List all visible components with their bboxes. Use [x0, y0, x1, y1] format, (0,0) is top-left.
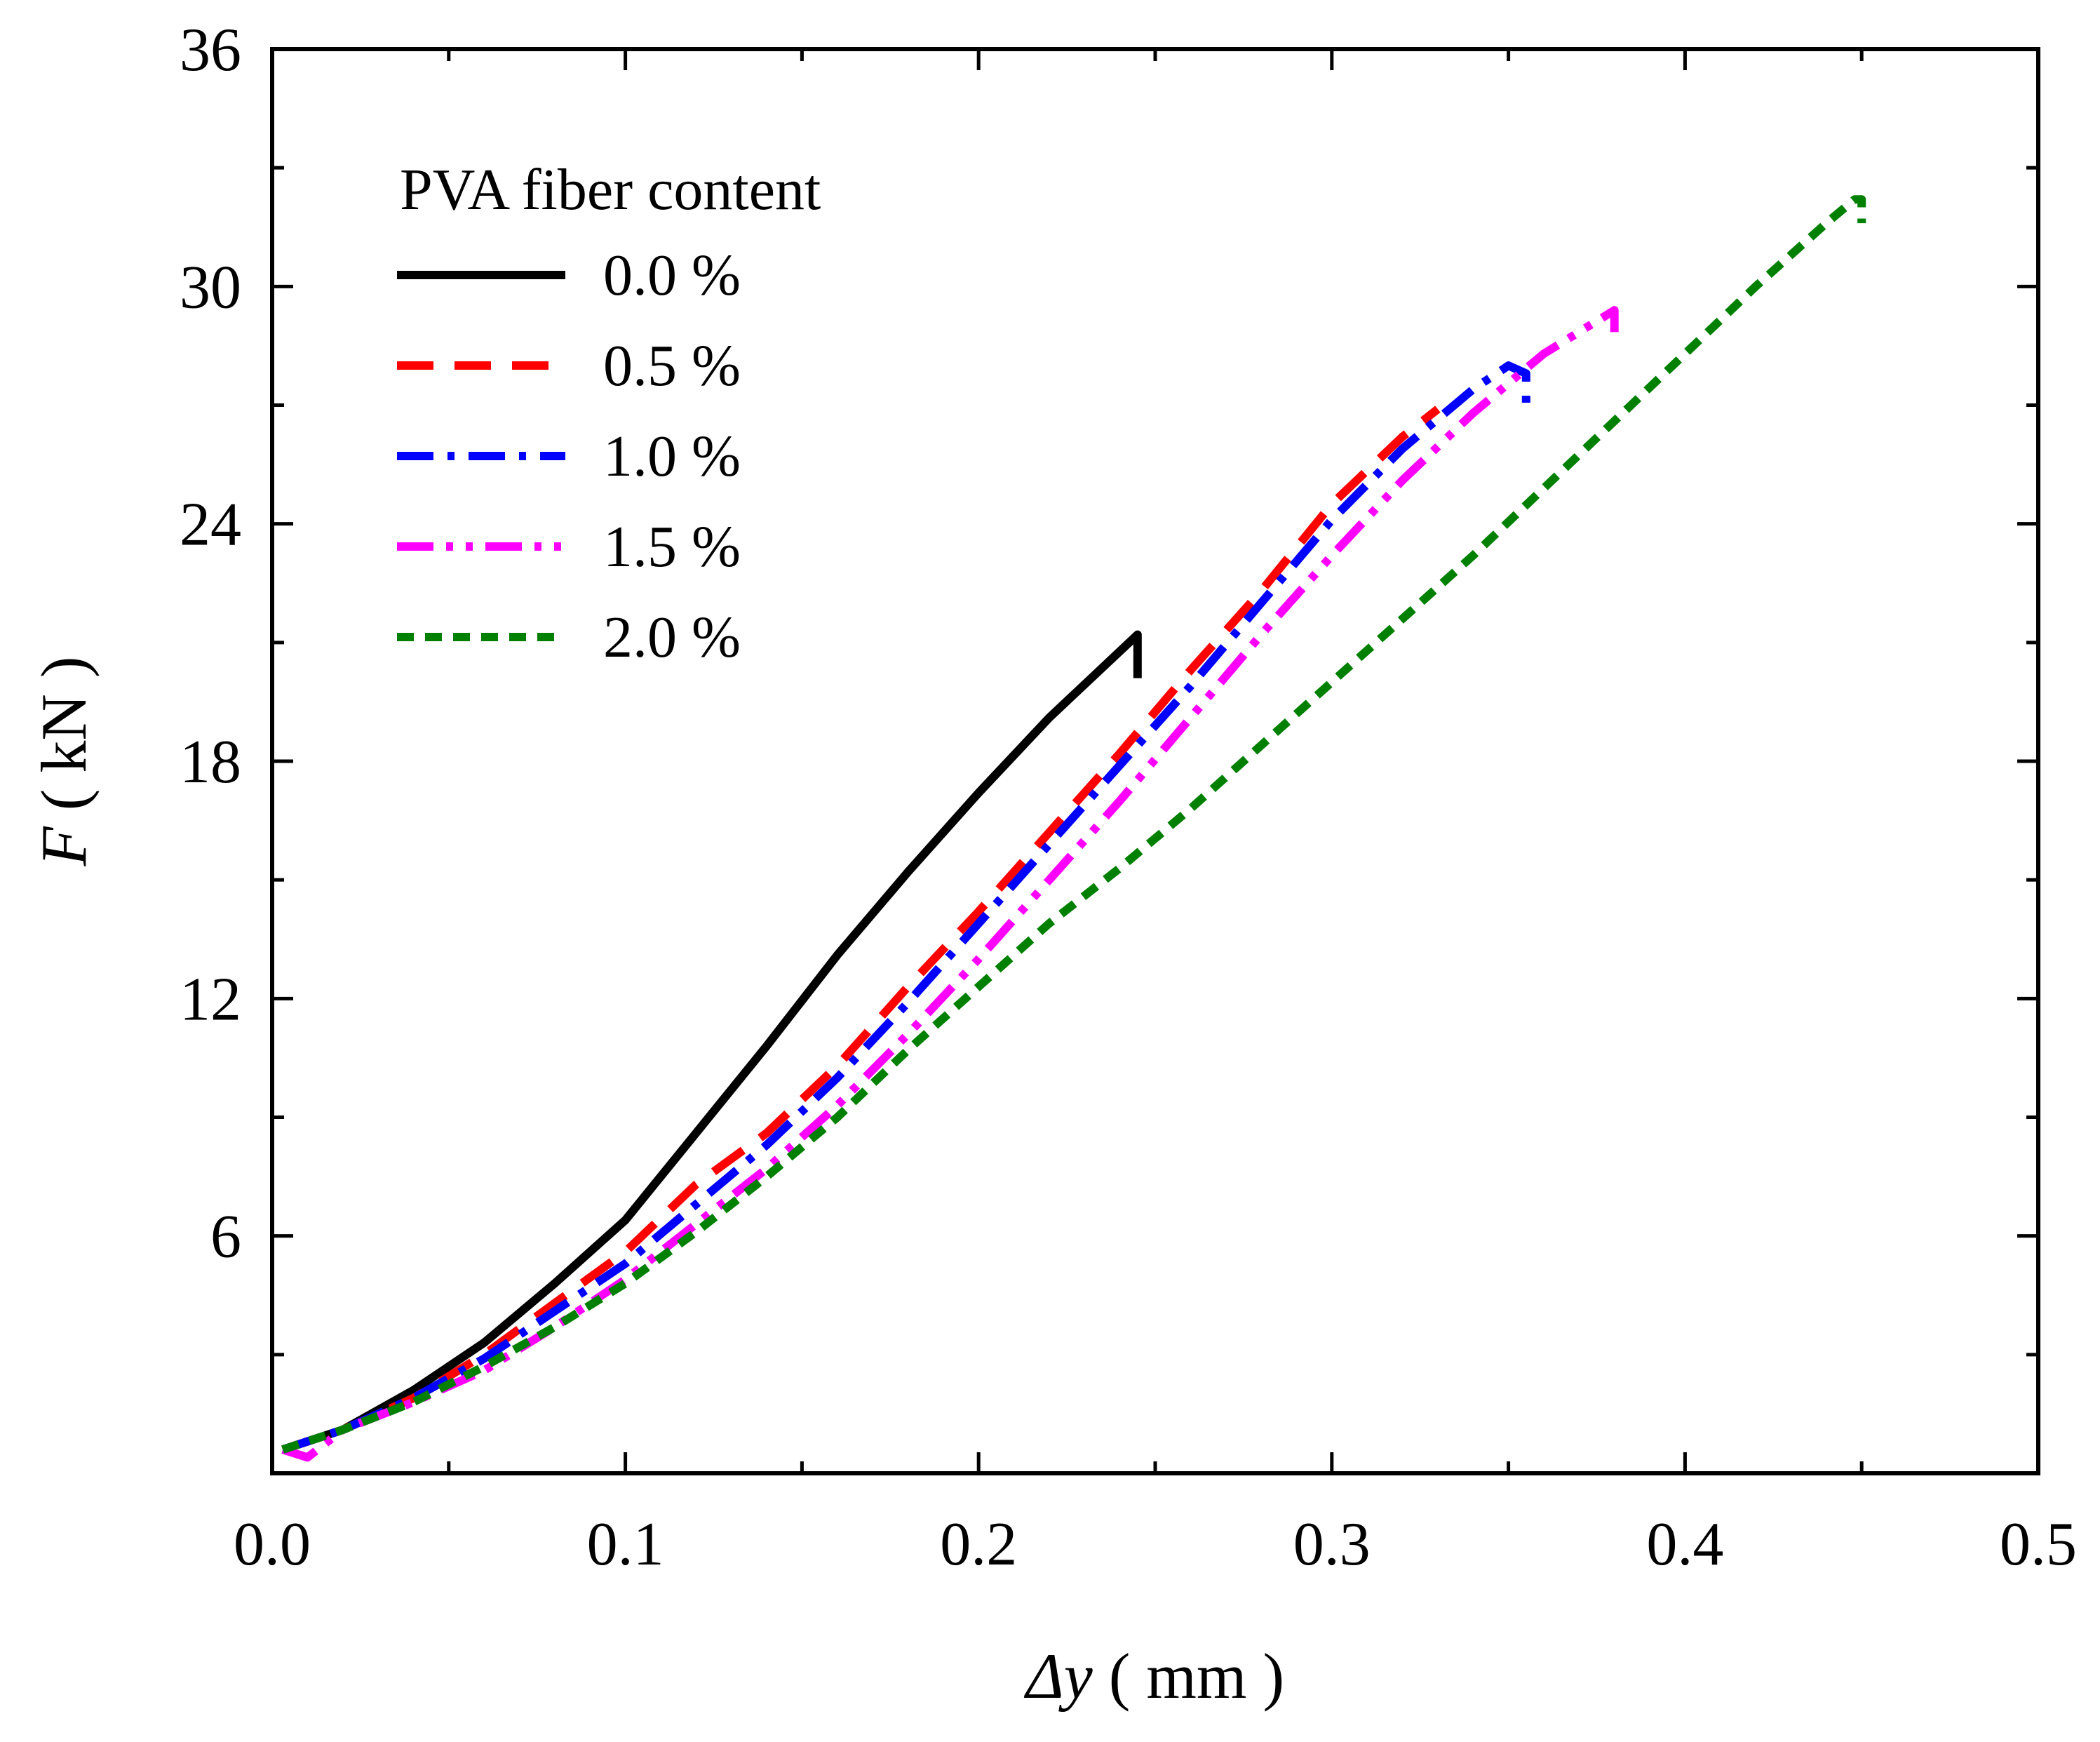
series-line-2: [281, 361, 1530, 1454]
x-tick-label: 0.2: [940, 1510, 1017, 1579]
plot-content: [281, 195, 1866, 1462]
y-tick-label: 30: [180, 253, 241, 321]
series-line-4: [281, 195, 1866, 1454]
x-axis-title: Δy ( mm ): [1023, 1640, 1284, 1712]
axes: 0.0 0.1 0.2 0.3 0.4 0.5 6 12 18 24 30 36: [180, 16, 2077, 1579]
legend-label-1: 0.5 %: [603, 333, 741, 398]
legend-label-2: 1.0 %: [603, 424, 741, 489]
legend-title: PVA fiber content: [400, 157, 821, 222]
y-axis-title: F ( kN ): [28, 657, 100, 867]
x-tick-label: 0.4: [1646, 1510, 1723, 1579]
y-tick-label: 12: [180, 965, 241, 1033]
legend-label-4: 2.0 %: [603, 605, 741, 670]
series-line-3: [281, 306, 1619, 1462]
x-tick-label: 0.3: [1293, 1510, 1371, 1579]
legend-label-0: 0.0 %: [603, 243, 741, 308]
series-line-1: [281, 406, 1441, 1454]
y-tick-label: 24: [180, 491, 241, 559]
x-tick-label: 0.1: [587, 1510, 664, 1579]
legend-label-3: 1.5 %: [603, 514, 741, 579]
axis-titles: Δy ( mm ) F ( kN ): [28, 657, 1284, 1712]
y-tick-label: 6: [210, 1203, 241, 1271]
x-tick-label: 0.0: [234, 1510, 311, 1579]
legend: PVA fiber content 0.0 % 0.5 % 1.0 % 1.5 % 2.0…: [397, 157, 821, 670]
y-tick-label: 36: [180, 16, 241, 84]
x-tick-label: 0.5: [2000, 1510, 2077, 1579]
series-line-0: [281, 630, 1142, 1454]
y-tick-label: 18: [180, 728, 241, 796]
